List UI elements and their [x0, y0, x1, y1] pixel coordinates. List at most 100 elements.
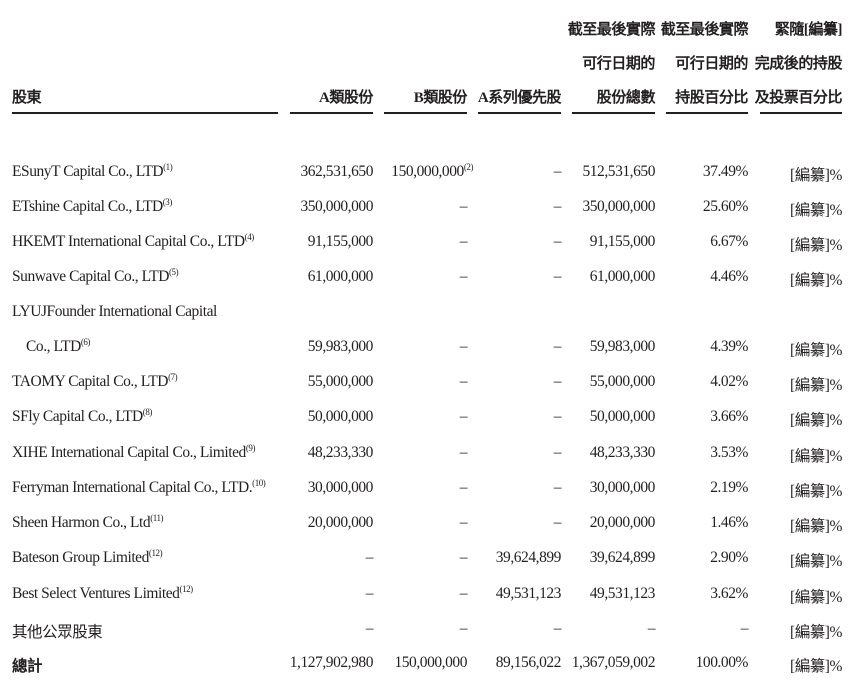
- shareholder-name-cell: Sunwave Capital Co., LTD(5): [12, 267, 179, 286]
- class-a-shares: 50,000,000: [307, 408, 374, 425]
- class-b-shares: –: [459, 198, 468, 215]
- series-a-preferred: –: [553, 373, 562, 390]
- shareholder-name: Best Select Ventures Limited: [12, 585, 180, 602]
- class-a-shares: 61,000,000: [307, 268, 374, 285]
- pct-post: [編纂]%: [790, 412, 842, 429]
- shareholder-name: TAOMY Capital Co., LTD: [12, 373, 169, 390]
- class-a-shares: 30,000,000: [307, 479, 374, 496]
- footnote-ref: (1): [163, 162, 173, 172]
- class-b-shares-cell: –: [459, 198, 468, 216]
- class-b-shares-cell: –: [460, 408, 468, 426]
- series-a-preferred: –: [553, 338, 562, 355]
- shareholder-name-cell: ESunyT Capital Co., LTD(1): [12, 162, 173, 181]
- total-shares: 1,367,059,002: [571, 654, 656, 671]
- shareholder-name-cell: Bateson Group Limited(12): [12, 548, 163, 567]
- total-shares: 59,983,000: [589, 338, 656, 355]
- footnote-ref: (8): [142, 407, 153, 417]
- header-class-b: B類股份: [413, 90, 468, 106]
- footnote-ref: (12): [148, 548, 163, 558]
- footnote-ref: (2): [463, 162, 474, 172]
- class-a-shares: 362,531,650: [300, 163, 373, 180]
- pct-post: [編纂]%: [790, 448, 842, 465]
- footnote-ref: (5): [168, 267, 179, 277]
- series-a-preferred: –: [553, 198, 562, 215]
- table-row: Sheen Harmon Co., Ltd(11) 20,000,000 – – …: [0, 514, 868, 544]
- pct-lpd: 3.62%: [710, 585, 748, 602]
- class-b-shares-cell: –: [459, 585, 468, 603]
- pct-lpd: 1.46%: [710, 514, 748, 531]
- table-row: Best Select Ventures Limited(12) – – 49,5…: [0, 585, 868, 615]
- shareholder-name: SFly Capital Co., LTD: [12, 408, 143, 425]
- pct-post: [編纂]%: [790, 589, 842, 606]
- class-b-shares: –: [459, 549, 468, 566]
- class-b-shares: –: [459, 444, 468, 461]
- shareholder-name: Sheen Harmon Co., Ltd: [12, 514, 151, 531]
- table-row: XIHE International Capital Co., Limited(…: [0, 444, 868, 474]
- total-shares: 48,233,330: [589, 444, 656, 461]
- class-a-shares: –: [365, 549, 374, 566]
- pct-post: [編纂]%: [790, 377, 842, 394]
- footnote-ref: (11): [150, 513, 164, 523]
- shareholder-name: Bateson Group Limited: [12, 549, 149, 566]
- pct-lpd: 3.66%: [710, 408, 748, 425]
- header-shareholder: 股東: [12, 90, 42, 106]
- pct-post: [編纂]%: [790, 624, 842, 641]
- pct-post: [編纂]%: [790, 272, 842, 289]
- class-a-shares: 55,000,000: [307, 373, 374, 390]
- total-post: [編纂]%: [790, 658, 842, 675]
- shareholder-name-cell: ETshine Capital Co., LTD(3): [12, 198, 172, 216]
- header-total-3: 股份總數: [596, 90, 656, 106]
- total-shares: 512,531,650: [582, 163, 655, 180]
- header-pct-2: 可行日期的: [675, 56, 748, 72]
- pct-lpd: 4.39%: [710, 338, 748, 355]
- class-b-shares-cell: –: [459, 444, 468, 462]
- header-class-a: A類股份: [318, 90, 373, 106]
- shareholder-name: Sunwave Capital Co., LTD: [12, 268, 169, 285]
- class-a-shares: 350,000,000: [300, 198, 373, 215]
- shareholder-name: ETshine Capital Co., LTD: [12, 198, 163, 215]
- class-b-shares-cell: –: [460, 479, 468, 497]
- header-underline: [478, 112, 561, 114]
- class-a-shares: –: [365, 620, 374, 637]
- footnote-ref: (9): [245, 443, 256, 453]
- class-b-shares-cell: –: [459, 373, 468, 391]
- series-a-preferred: –: [553, 479, 562, 496]
- pct-lpd: 4.46%: [710, 268, 748, 285]
- total-pct: 100.00%: [695, 654, 749, 671]
- class-b-shares: –: [459, 373, 468, 390]
- class-b-shares-cell: –: [460, 338, 468, 356]
- class-b-shares: –: [459, 585, 468, 602]
- class-a-shares: 48,233,330: [307, 444, 374, 461]
- footnote-ref: (3): [162, 197, 173, 207]
- pct-lpd: 6.67%: [710, 233, 748, 250]
- pct-lpd: 25.60%: [702, 198, 749, 215]
- shareholder-name-cell: XIHE International Capital Co., Limited(…: [12, 444, 255, 462]
- table-row: ETshine Capital Co., LTD(3) 350,000,000 –…: [0, 198, 868, 228]
- pct-lpd: 2.90%: [710, 549, 748, 566]
- header-underline: [12, 112, 278, 114]
- header-pct-3: 持股百分比: [675, 90, 748, 106]
- header-post-1: 緊隨[編纂]: [774, 22, 843, 38]
- header-underline: [666, 112, 748, 114]
- series-a-preferred: 49,531,123: [495, 585, 562, 602]
- shareholder-name: LYUJFounder International Capital: [12, 303, 217, 320]
- class-b-shares-cell: –: [460, 514, 468, 532]
- header-post-2: 完成後的持股: [754, 56, 843, 72]
- class-b-shares: –: [459, 233, 468, 250]
- shareholder-name-cell: SFly Capital Co., LTD(8): [12, 408, 152, 426]
- footnote-ref: (4): [244, 232, 255, 242]
- header-pct-1: 截至最後實際: [660, 22, 749, 38]
- header-underline: [290, 112, 373, 114]
- table-row: Sunwave Capital Co., LTD(5) 61,000,000 – …: [0, 268, 868, 298]
- pct-post: [編纂]%: [790, 483, 842, 500]
- table-row: 其他公眾股東 – – – – – [編纂]%: [0, 620, 868, 650]
- class-b-shares-cell: –: [459, 233, 468, 251]
- table-row: ESunyT Capital Co., LTD(1) 362,531,650 15…: [0, 163, 868, 193]
- class-b-shares-cell: –: [460, 268, 468, 286]
- class-b-shares: 150,000,000: [391, 163, 464, 180]
- header-post-3: 及投票百分比: [754, 90, 843, 106]
- total-shares: 20,000,000: [589, 514, 656, 531]
- pct-lpd: 4.02%: [710, 373, 748, 390]
- pct-lpd: 3.53%: [710, 444, 748, 461]
- total-shares: 39,624,899: [589, 549, 656, 566]
